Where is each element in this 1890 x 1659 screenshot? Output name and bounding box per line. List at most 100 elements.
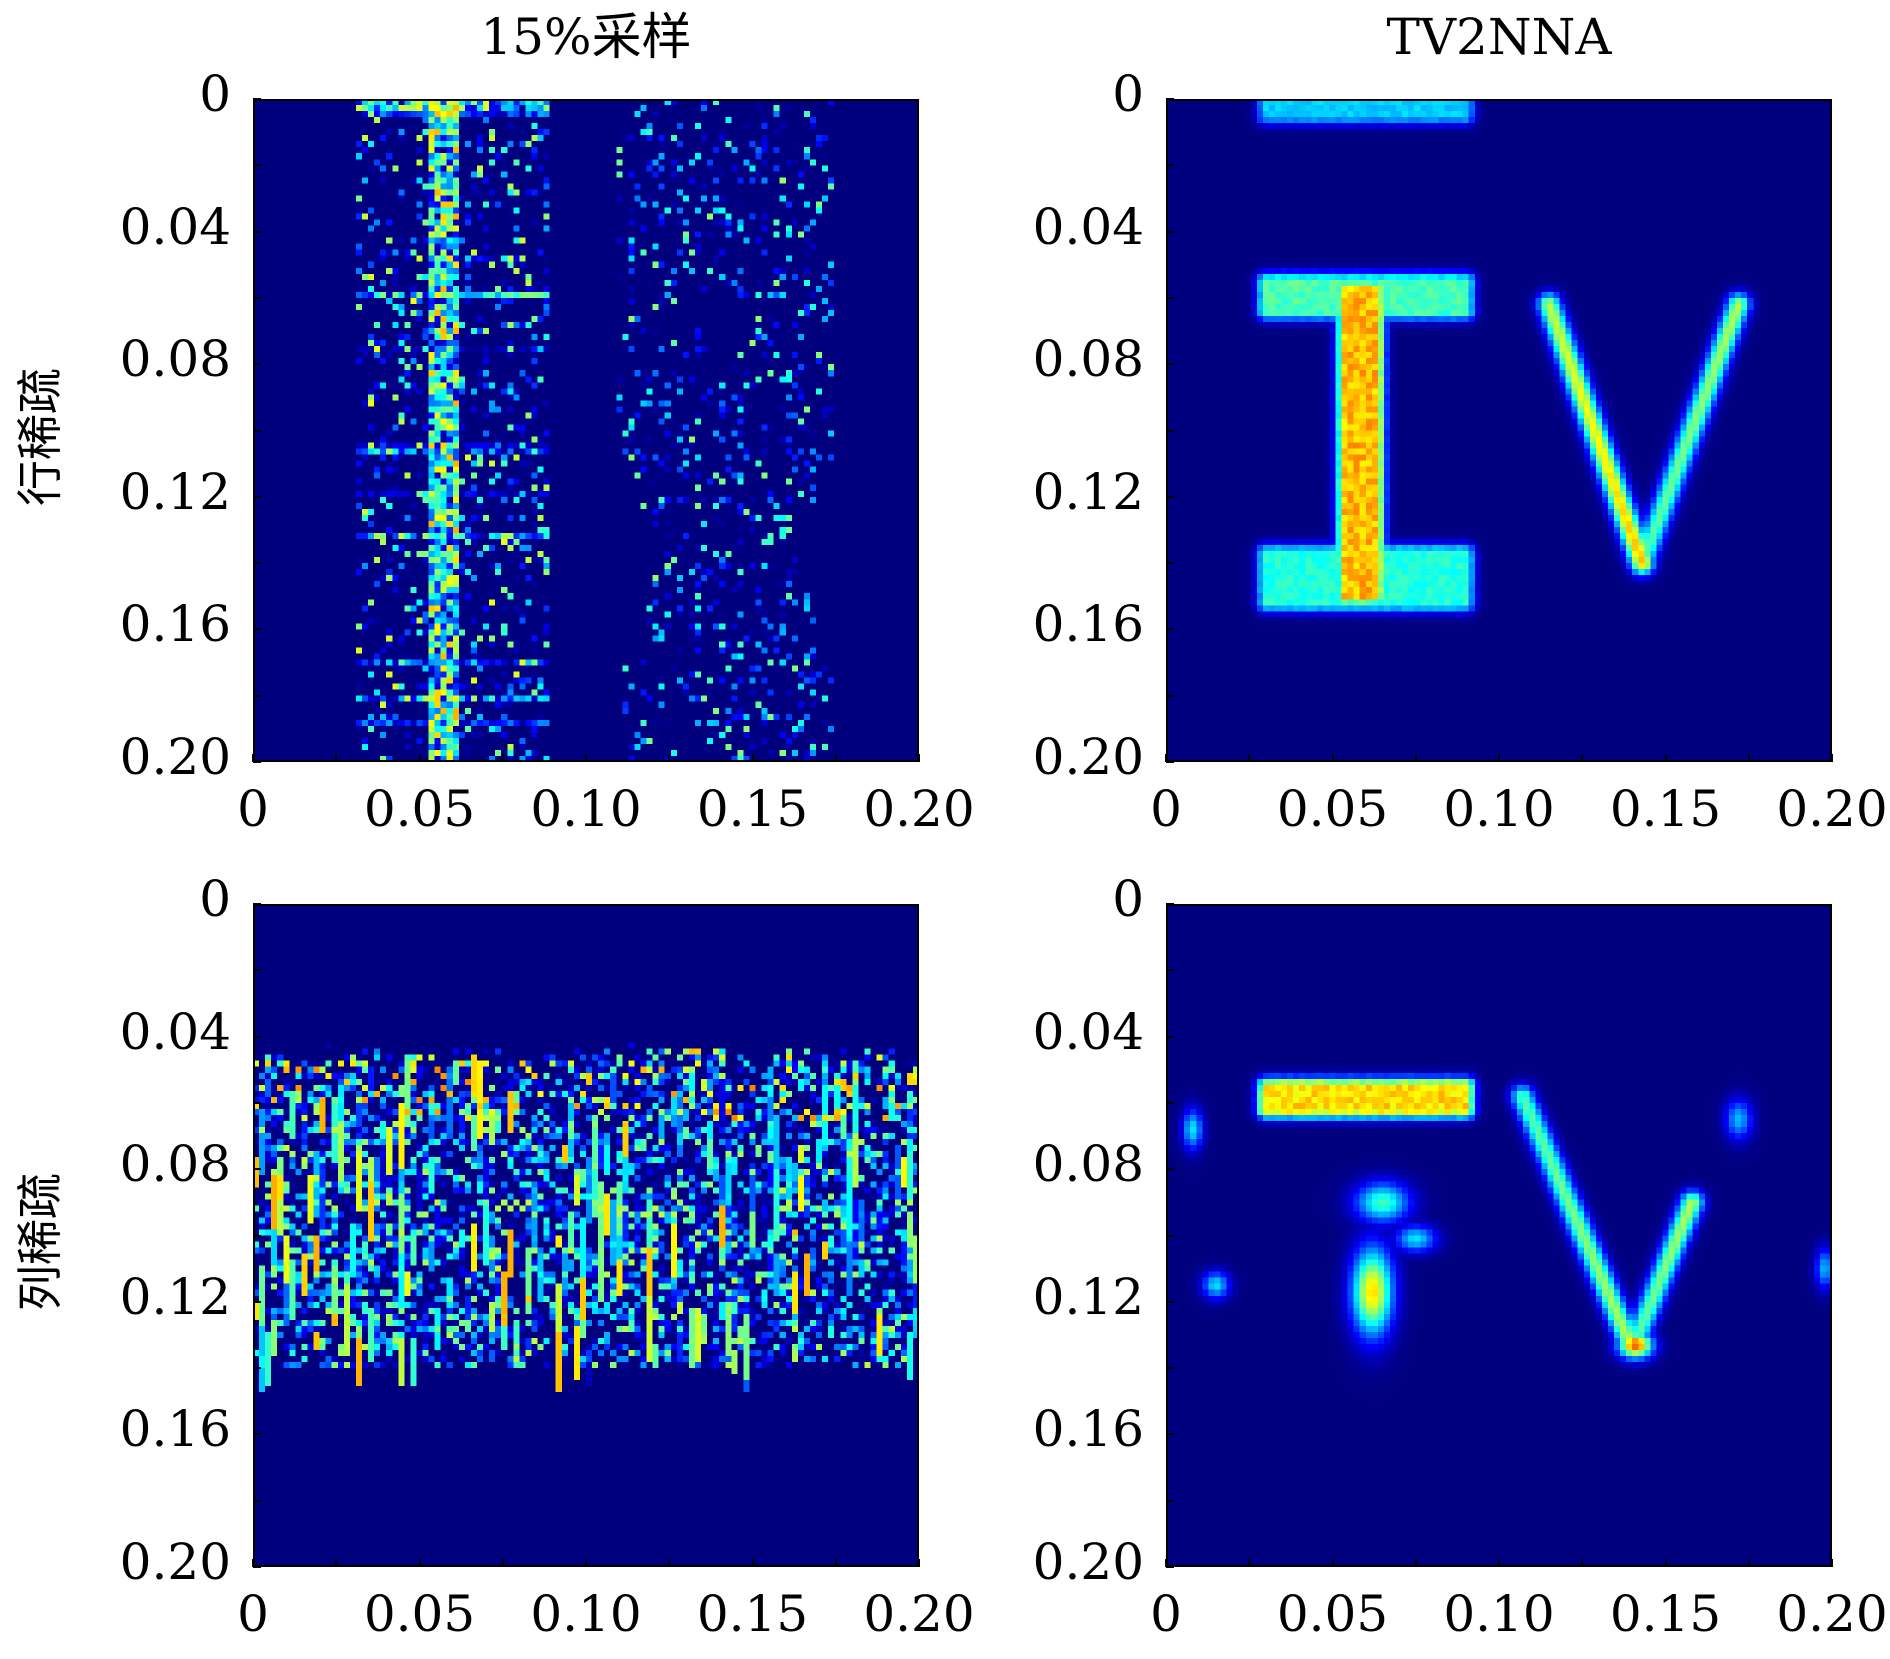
y-tick-mark bbox=[253, 562, 261, 565]
heatmap-panel bbox=[252, 98, 920, 763]
x-tick-mark bbox=[1498, 754, 1500, 762]
x-tick-mark bbox=[1331, 754, 1334, 762]
y-tick-mark bbox=[253, 1101, 261, 1104]
panel-title: 15%采样 bbox=[480, 8, 692, 66]
y-tick-mark bbox=[1166, 761, 1174, 763]
x-tick-mark bbox=[1581, 754, 1584, 762]
x-tick-label: 0.05 bbox=[1276, 1585, 1389, 1643]
x-tick-label: 0 bbox=[1150, 1585, 1182, 1643]
heatmap-image bbox=[253, 99, 919, 762]
x-tick-mark bbox=[1664, 754, 1667, 762]
y-tick-mark bbox=[1166, 363, 1174, 366]
y-tick-mark bbox=[253, 98, 261, 100]
y-tick-mark bbox=[253, 230, 261, 233]
y-tick-mark bbox=[1166, 296, 1174, 299]
x-tick-mark bbox=[918, 1559, 920, 1567]
x-tick-mark bbox=[252, 1559, 254, 1567]
y-tick-mark bbox=[253, 1367, 261, 1370]
y-tick-mark bbox=[253, 628, 261, 631]
x-tick-label: 0.05 bbox=[363, 1585, 476, 1643]
y-tick-mark bbox=[253, 1433, 261, 1436]
y-tick-mark bbox=[1166, 1566, 1174, 1568]
y-tick-mark bbox=[1166, 98, 1174, 100]
y-tick-label: 0.20 bbox=[1032, 728, 1144, 786]
x-tick-mark bbox=[1414, 754, 1417, 762]
x-tick-mark bbox=[1331, 1559, 1334, 1567]
y-tick-label: 0.04 bbox=[119, 1002, 231, 1061]
y-tick-mark bbox=[1166, 1499, 1174, 1502]
y-tick-label: 0.16 bbox=[1032, 1400, 1144, 1459]
x-tick-label: 0.10 bbox=[530, 780, 642, 838]
x-tick-label: 0.15 bbox=[696, 1585, 809, 1643]
y-tick-mark bbox=[253, 1168, 261, 1171]
y-tick-label: 0.04 bbox=[119, 197, 231, 256]
y-tick-label: 0.20 bbox=[1032, 1533, 1144, 1591]
x-tick-mark bbox=[501, 1559, 504, 1567]
x-tick-mark bbox=[1248, 754, 1251, 762]
x-tick-label: 0.15 bbox=[1609, 780, 1722, 838]
y-tick-mark bbox=[253, 969, 261, 972]
x-tick-mark bbox=[751, 754, 754, 762]
y-tick-mark bbox=[1166, 164, 1174, 167]
x-tick-mark bbox=[1747, 1559, 1750, 1567]
x-tick-mark bbox=[668, 754, 671, 762]
x-tick-mark bbox=[1664, 1559, 1667, 1567]
y-tick-mark bbox=[253, 429, 261, 432]
x-tick-mark bbox=[252, 754, 254, 762]
y-tick-label: 0.04 bbox=[1032, 197, 1144, 256]
y-tick-mark bbox=[1166, 1433, 1174, 1436]
heatmap-panel bbox=[252, 903, 920, 1568]
y-tick-mark bbox=[1166, 694, 1174, 697]
y-tick-label: 0.04 bbox=[1032, 1002, 1144, 1061]
x-tick-mark bbox=[501, 754, 504, 762]
heatmap-panel bbox=[1165, 903, 1833, 1568]
y-tick-mark bbox=[1166, 1300, 1174, 1303]
y-tick-label: 0.12 bbox=[119, 1267, 231, 1326]
x-tick-mark bbox=[1581, 1559, 1584, 1567]
x-tick-mark bbox=[418, 1559, 421, 1567]
x-tick-label: 0.20 bbox=[1776, 780, 1888, 838]
x-tick-mark bbox=[1165, 1559, 1167, 1567]
x-tick-mark bbox=[834, 754, 837, 762]
y-tick-mark bbox=[253, 1035, 261, 1038]
y-tick-label: 0.08 bbox=[119, 330, 231, 389]
x-tick-mark bbox=[335, 1559, 338, 1567]
y-tick-mark bbox=[253, 1234, 261, 1237]
y-tick-mark bbox=[1166, 1101, 1174, 1104]
x-tick-label: 0 bbox=[237, 1585, 269, 1643]
y-tick-mark bbox=[1166, 903, 1174, 905]
y-tick-mark bbox=[253, 296, 261, 299]
y-tick-mark bbox=[253, 903, 261, 905]
y-tick-mark bbox=[253, 1499, 261, 1502]
y-tick-label: 0 bbox=[199, 870, 231, 928]
x-tick-mark bbox=[585, 754, 587, 762]
y-tick-mark bbox=[1166, 230, 1174, 233]
y-tick-mark bbox=[1166, 1168, 1174, 1171]
x-tick-label: 0.15 bbox=[696, 780, 809, 838]
y-tick-label: 0 bbox=[1112, 870, 1144, 928]
y-tick-mark bbox=[253, 164, 261, 167]
y-tick-mark bbox=[1166, 1367, 1174, 1370]
x-tick-mark bbox=[1414, 1559, 1417, 1567]
y-tick-label: 0.12 bbox=[1032, 1267, 1144, 1326]
y-tick-mark bbox=[253, 694, 261, 697]
y-tick-label: 0.08 bbox=[1032, 330, 1144, 389]
x-tick-label: 0.15 bbox=[1609, 1585, 1722, 1643]
x-tick-mark bbox=[1831, 754, 1833, 762]
y-tick-label: 0.16 bbox=[119, 595, 231, 654]
y-tick-label: 0 bbox=[199, 65, 231, 123]
heatmap-image bbox=[1166, 904, 1832, 1567]
y-tick-label: 0 bbox=[1112, 65, 1144, 123]
y-tick-label: 0.16 bbox=[1032, 595, 1144, 654]
x-tick-mark bbox=[1165, 754, 1167, 762]
x-tick-label: 0.10 bbox=[1443, 780, 1555, 838]
y-tick-mark bbox=[1166, 969, 1174, 972]
x-tick-label: 0.10 bbox=[530, 1585, 642, 1643]
x-tick-mark bbox=[1747, 754, 1750, 762]
y-tick-mark bbox=[1166, 1234, 1174, 1237]
x-tick-mark bbox=[335, 754, 338, 762]
x-tick-label: 0.05 bbox=[1276, 780, 1389, 838]
y-tick-mark bbox=[253, 495, 261, 498]
panel-title: TV2NNA bbox=[1386, 8, 1612, 66]
x-tick-mark bbox=[1831, 1559, 1833, 1567]
